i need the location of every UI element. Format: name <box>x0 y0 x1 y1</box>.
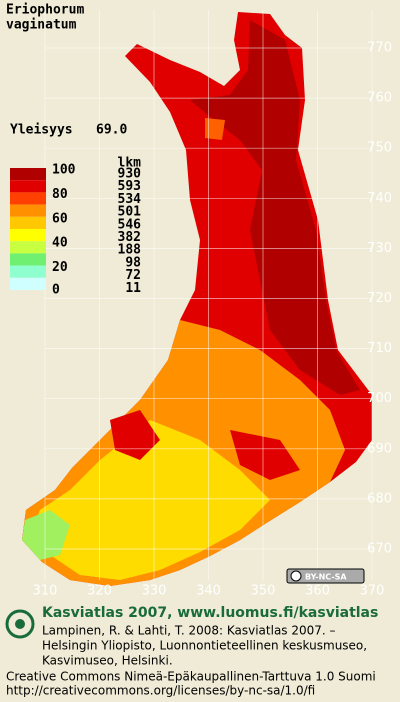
badge-icon <box>290 570 302 582</box>
frequency-value: 69.0 <box>96 123 127 138</box>
northing-label: 760 <box>367 91 392 106</box>
count-value: 534 <box>118 192 142 207</box>
count-value: 11 <box>125 281 141 296</box>
logo-ring <box>5 609 35 639</box>
legend-swatch <box>10 265 46 278</box>
easting-label: 310 <box>33 584 58 599</box>
legend-swatch <box>10 204 46 217</box>
species-name: vaginatum <box>6 18 77 33</box>
license-badge: BY-NC-SA <box>286 568 365 584</box>
coast-green <box>22 510 70 560</box>
scale-label: 40 <box>52 236 68 251</box>
logo <box>5 609 35 639</box>
legend: 100 80 60 40 20 0 lkm9305935345015463821889872… <box>10 156 141 298</box>
citation-line: Kasvimuseo, Helsinki. <box>42 654 173 668</box>
footer: Kasviatlas 2007, www.luomus.fi/kasviatla… <box>5 605 378 698</box>
south-yellow <box>30 420 270 580</box>
legend-swatch <box>10 180 46 193</box>
license-line: Creative Commons Nimeä-Epäkaupallinen-Ta… <box>6 670 376 684</box>
lake-red <box>230 430 300 480</box>
northing-label: 690 <box>367 441 392 456</box>
northing-label: 670 <box>367 542 392 557</box>
citation-line: Helsingin Yliopisto, Luonnontieteellinen… <box>42 639 367 653</box>
scale-label: 100 <box>52 163 76 178</box>
scale-label: 60 <box>52 211 68 226</box>
northing-label: 770 <box>367 41 392 56</box>
footer-title: Kasviatlas 2007, www.luomus.fi/kasviatla… <box>42 605 378 621</box>
easting-label: 360 <box>305 584 330 599</box>
northing-label: 700 <box>367 391 392 406</box>
northing-label: 730 <box>367 241 392 256</box>
logo-center <box>15 619 25 629</box>
count-value: 72 <box>125 268 141 283</box>
count-value: 188 <box>118 243 142 258</box>
count-value: 98 <box>125 255 141 270</box>
badge-label: BY-NC-SA <box>305 573 347 582</box>
easting-label: 370 <box>360 584 385 599</box>
legend-swatch <box>10 216 46 229</box>
count-header: lkm <box>118 156 142 171</box>
legend-swatch <box>10 253 46 266</box>
count-value: 501 <box>118 205 142 220</box>
legend-swatch <box>10 241 46 254</box>
northing-label: 750 <box>367 141 392 156</box>
license-line: http://creativecommons.org/licenses/by-n… <box>6 684 315 698</box>
citation-line: Lampinen, R. & Lahti, T. 2008: Kasviatla… <box>42 624 336 638</box>
count-value: 930 <box>118 167 142 182</box>
easting-label: 350 <box>251 584 276 599</box>
northing-label: 720 <box>367 291 392 306</box>
northing-label: 680 <box>367 491 392 506</box>
legend-swatch <box>10 229 46 242</box>
badge-box <box>286 568 365 584</box>
northing-label: 710 <box>367 341 392 356</box>
frequency-label: Yleisyys <box>10 123 73 138</box>
north-orange <box>205 118 225 140</box>
species-name: Eriophorum <box>6 3 84 18</box>
legend-swatch <box>10 192 46 205</box>
easting-label: 320 <box>87 584 112 599</box>
scale-label: 80 <box>52 187 68 202</box>
easting-label: 340 <box>196 584 221 599</box>
count-value: 382 <box>118 230 141 245</box>
count-value: 546 <box>118 217 142 232</box>
legend-swatch <box>10 277 46 290</box>
scale-label: 20 <box>52 260 68 275</box>
lake-red <box>110 410 160 460</box>
count-value: 593 <box>118 179 141 194</box>
legend-swatch <box>10 168 46 181</box>
northing-label: 740 <box>367 191 392 206</box>
scale-label: 0 <box>52 283 60 298</box>
easting-label: 330 <box>142 584 167 599</box>
